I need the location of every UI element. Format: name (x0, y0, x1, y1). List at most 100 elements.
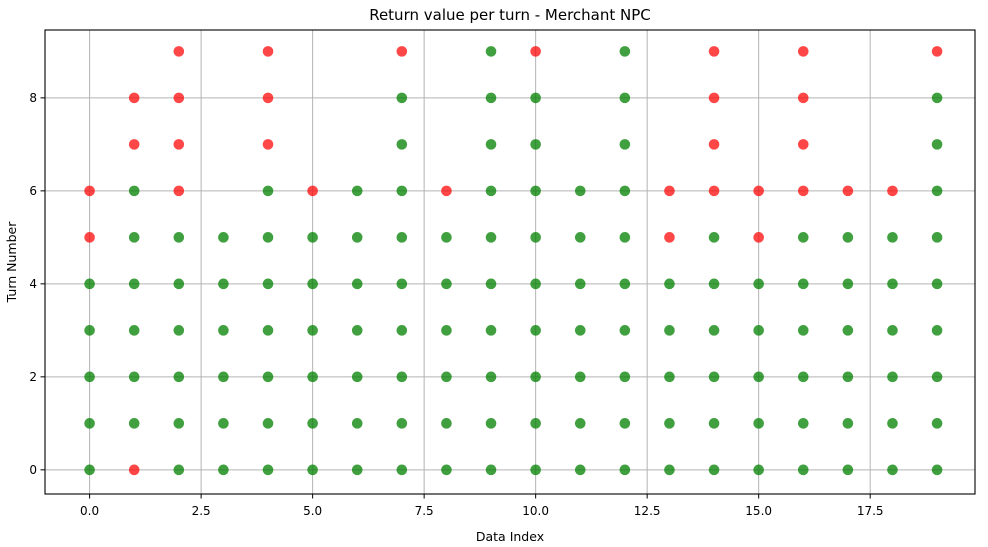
scatter-point-positive-return (173, 278, 185, 290)
scatter-point-positive-return (485, 371, 497, 383)
scatter-point-positive-return (797, 418, 809, 429)
scatter-point-positive-return (753, 371, 764, 383)
scatter-point-positive-return (441, 371, 452, 383)
scatter-point-positive-return (842, 371, 854, 383)
scatter-point-positive-return (441, 232, 452, 243)
scatter-point-positive-return (485, 464, 497, 476)
scatter-point-positive-return (84, 278, 95, 290)
scatter-point-positive-return (619, 232, 631, 243)
scatter-point-positive-return (619, 371, 631, 383)
scatter-point-positive-return (708, 232, 720, 243)
scatter-point-negative-return (262, 92, 274, 104)
scatter-point-positive-return (708, 464, 720, 476)
scatter-point-negative-return (84, 232, 95, 243)
scatter-point-positive-return (307, 278, 318, 290)
scatter-point-positive-return (619, 139, 631, 150)
x-tick-label: 17.5 (857, 504, 884, 518)
scatter-point-negative-return (173, 92, 185, 104)
scatter-point-negative-return (708, 139, 720, 150)
scatter-point-positive-return (664, 464, 675, 476)
scatter-point-positive-return (664, 371, 675, 383)
scatter-point-negative-return (708, 46, 720, 57)
scatter-point-negative-return (128, 92, 140, 104)
scatter-point-positive-return (351, 464, 363, 476)
scatter-point-positive-return (396, 464, 408, 476)
scatter-point-negative-return (262, 139, 274, 150)
scatter-point-positive-return (530, 185, 541, 197)
y-tick-label: 0 (29, 463, 37, 477)
scatter-point-positive-return (128, 232, 140, 243)
scatter-point-negative-return (931, 46, 943, 57)
scatter-point-positive-return (485, 418, 497, 429)
scatter-point-positive-return (128, 371, 140, 383)
scatter-point-positive-return (530, 139, 541, 150)
scatter-point-negative-return (530, 46, 541, 57)
scatter-point-positive-return (887, 464, 898, 476)
scatter-point-positive-return (351, 232, 363, 243)
scatter-point-positive-return (351, 371, 363, 383)
scatter-point-positive-return (396, 139, 408, 150)
scatter-point-positive-return (84, 325, 95, 336)
x-tick-label: 10.0 (522, 504, 549, 518)
scatter-point-positive-return (797, 325, 809, 336)
scatter-point-negative-return (84, 185, 95, 197)
scatter-point-positive-return (262, 418, 274, 429)
scatter-point-positive-return (753, 418, 764, 429)
scatter-point-negative-return (887, 185, 898, 197)
scatter-point-positive-return (84, 371, 95, 383)
scatter-point-positive-return (664, 278, 675, 290)
scatter-point-positive-return (351, 185, 363, 197)
scatter-point-positive-return (753, 464, 764, 476)
scatter-point-positive-return (396, 185, 408, 197)
scatter-point-positive-return (173, 371, 185, 383)
scatter-point-positive-return (396, 92, 408, 104)
scatter-point-positive-return (441, 325, 452, 336)
scatter-point-positive-return (574, 185, 586, 197)
scatter-point-positive-return (931, 464, 943, 476)
scatter-point-negative-return (128, 139, 140, 150)
scatter-point-positive-return (262, 232, 274, 243)
scatter-point-negative-return (797, 139, 809, 150)
scatter-point-positive-return (797, 464, 809, 476)
scatter-point-positive-return (128, 325, 140, 336)
scatter-point-positive-return (262, 371, 274, 383)
scatter-point-positive-return (307, 371, 318, 383)
y-tick-label: 4 (29, 277, 37, 291)
scatter-point-positive-return (84, 464, 95, 476)
x-tick-label: 7.5 (415, 504, 434, 518)
scatter-point-positive-return (931, 371, 943, 383)
scatter-point-positive-return (485, 185, 497, 197)
scatter-point-positive-return (931, 185, 943, 197)
scatter-point-positive-return (218, 325, 229, 336)
y-axis-label: Turn Number (4, 221, 19, 304)
axis-ticks-layer: 0.0 2.5 5.0 7.5 10.0 12.5 15.0 17.5 0 2 4 6 8 (29, 91, 883, 518)
scatter-point-positive-return (797, 232, 809, 243)
scatter-point-positive-return (307, 418, 318, 429)
scatter-point-positive-return (351, 418, 363, 429)
scatter-point-positive-return (307, 232, 318, 243)
x-tick-label: 12.5 (634, 504, 661, 518)
scatter-point-positive-return (887, 325, 898, 336)
scatter-point-positive-return (574, 371, 586, 383)
scatter-point-negative-return (842, 185, 854, 197)
scatter-point-negative-return (262, 46, 274, 57)
scatter-point-negative-return (173, 185, 185, 197)
scatter-point-positive-return (218, 371, 229, 383)
scatter-point-positive-return (351, 278, 363, 290)
plot-border (44, 29, 976, 495)
scatter-point-positive-return (708, 278, 720, 290)
scatter-point-positive-return (530, 325, 541, 336)
scatter-point-positive-return (485, 92, 497, 104)
scatter-point-positive-return (441, 464, 452, 476)
scatter-point-positive-return (664, 325, 675, 336)
scatter-point-positive-return (619, 278, 631, 290)
scatter-point-positive-return (218, 232, 229, 243)
x-tick-label: 5.0 (303, 504, 322, 518)
y-tick-label: 6 (29, 184, 37, 198)
scatter-point-positive-return (441, 418, 452, 429)
scatter-point-negative-return (173, 46, 185, 57)
scatter-point-positive-return (262, 278, 274, 290)
scatter-point-negative-return (753, 232, 764, 243)
